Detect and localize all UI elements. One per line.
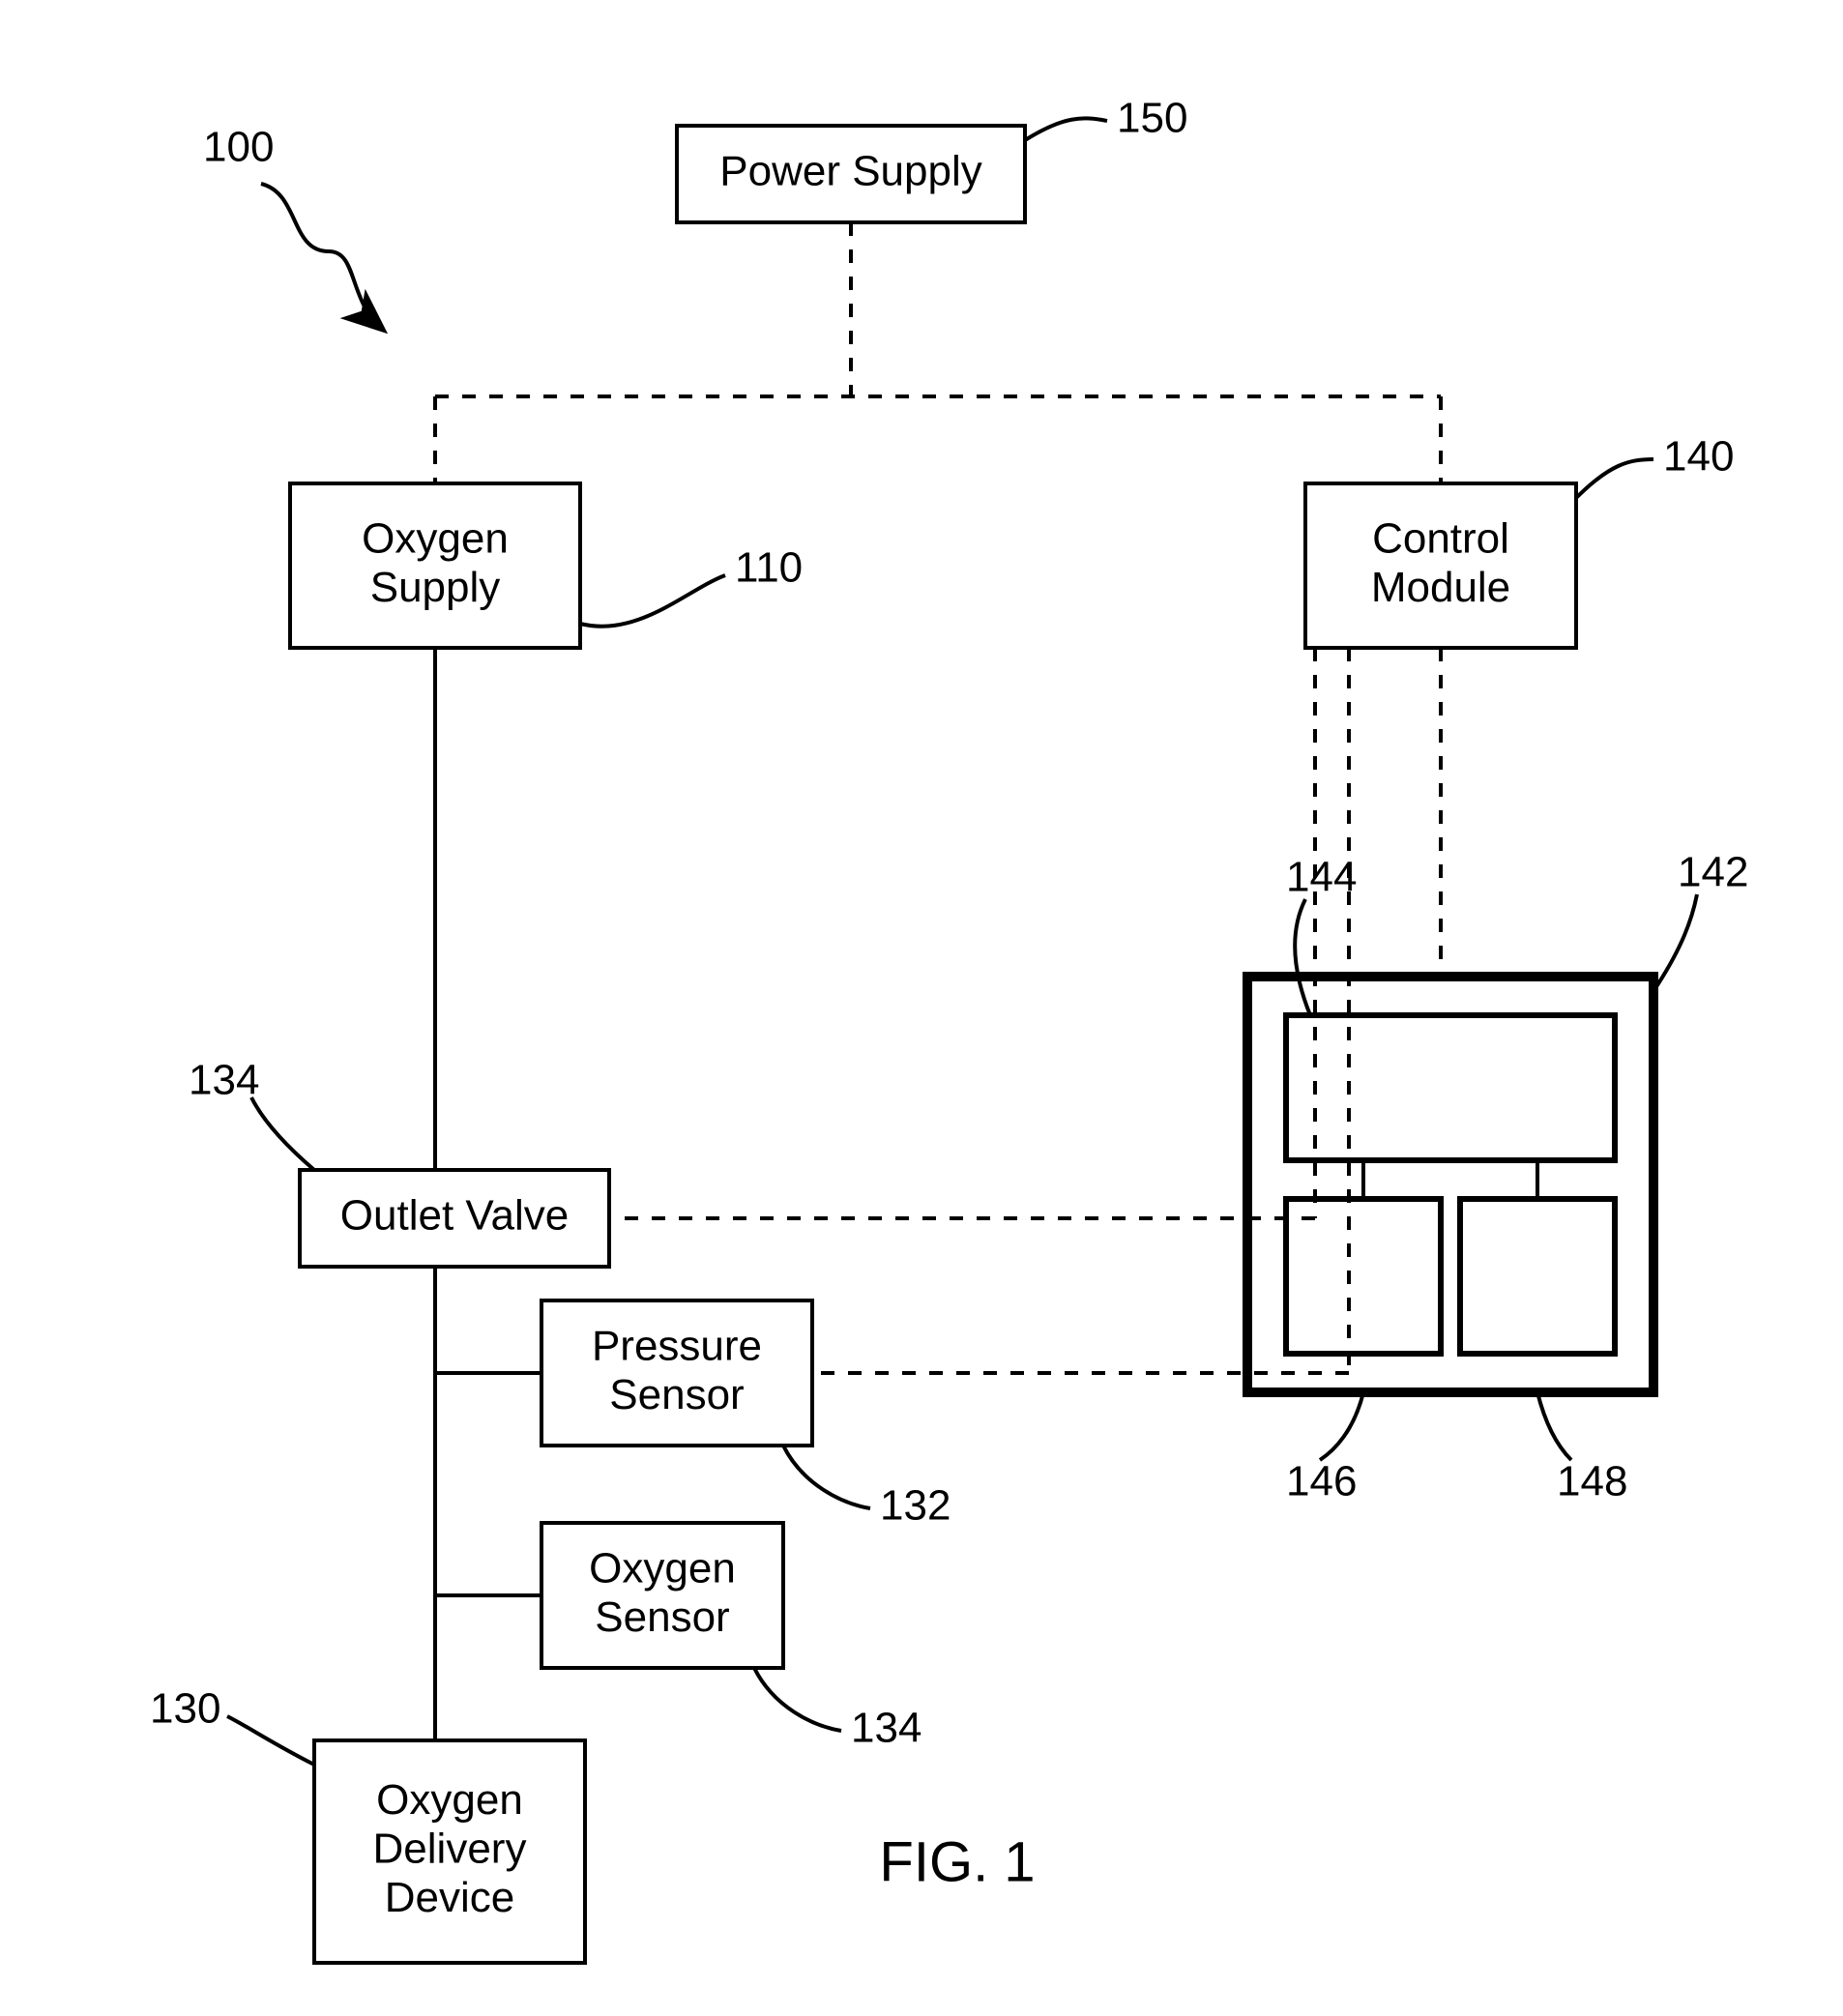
inner-box-144: [1286, 1015, 1615, 1160]
reference-number: 142: [1678, 849, 1748, 896]
svg-text:Power Supply: Power Supply: [719, 148, 981, 195]
figure-label: FIG. 1: [879, 1830, 1035, 1893]
svg-text:Sensor: Sensor: [595, 1593, 729, 1641]
reference-number: 134: [189, 1057, 259, 1104]
reference-number: 134: [851, 1705, 922, 1752]
svg-text:Pressure: Pressure: [592, 1322, 762, 1369]
svg-text:Oxygen: Oxygen: [362, 514, 509, 562]
reference-labels: 100 150 110 140 134 132 134 130 142 144 146 148: [150, 95, 1748, 1765]
oxygen-delivery-device-box: OxygenDeliveryDevice: [314, 1740, 585, 1963]
svg-text:Supply: Supply: [370, 564, 501, 611]
oxygen-sensor-box: OxygenSensor: [541, 1523, 783, 1668]
inner-box-146: [1286, 1199, 1441, 1354]
svg-text:Oxygen: Oxygen: [589, 1544, 736, 1592]
reference-number: 110: [735, 544, 803, 592]
outlet-valve-box: Outlet Valve: [300, 1170, 609, 1267]
reference-number: 130: [150, 1685, 220, 1733]
reference-number: 150: [1117, 95, 1187, 142]
reference-number: 146: [1286, 1458, 1357, 1505]
svg-text:Control: Control: [1372, 514, 1509, 562]
svg-text:Outlet Valve: Outlet Valve: [340, 1192, 569, 1240]
pressure-sensor-box: PressureSensor: [541, 1300, 812, 1446]
svg-text:Device: Device: [385, 1874, 515, 1921]
control-module-box: ControlModule: [1305, 483, 1576, 648]
reference-number: 100: [203, 124, 274, 171]
svg-text:Oxygen: Oxygen: [376, 1776, 523, 1824]
svg-text:Module: Module: [1371, 564, 1510, 611]
svg-text:Delivery: Delivery: [373, 1826, 527, 1873]
reference-number: 144: [1286, 854, 1357, 901]
inner-box-148: [1460, 1199, 1615, 1354]
reference-number: 132: [880, 1482, 951, 1530]
reference-number: 148: [1557, 1458, 1627, 1505]
svg-text:Sensor: Sensor: [609, 1371, 744, 1418]
power-supply-box: Power Supply: [677, 126, 1025, 222]
oxygen-supply-box: OxygenSupply: [290, 483, 580, 648]
reference-number: 140: [1663, 433, 1734, 481]
